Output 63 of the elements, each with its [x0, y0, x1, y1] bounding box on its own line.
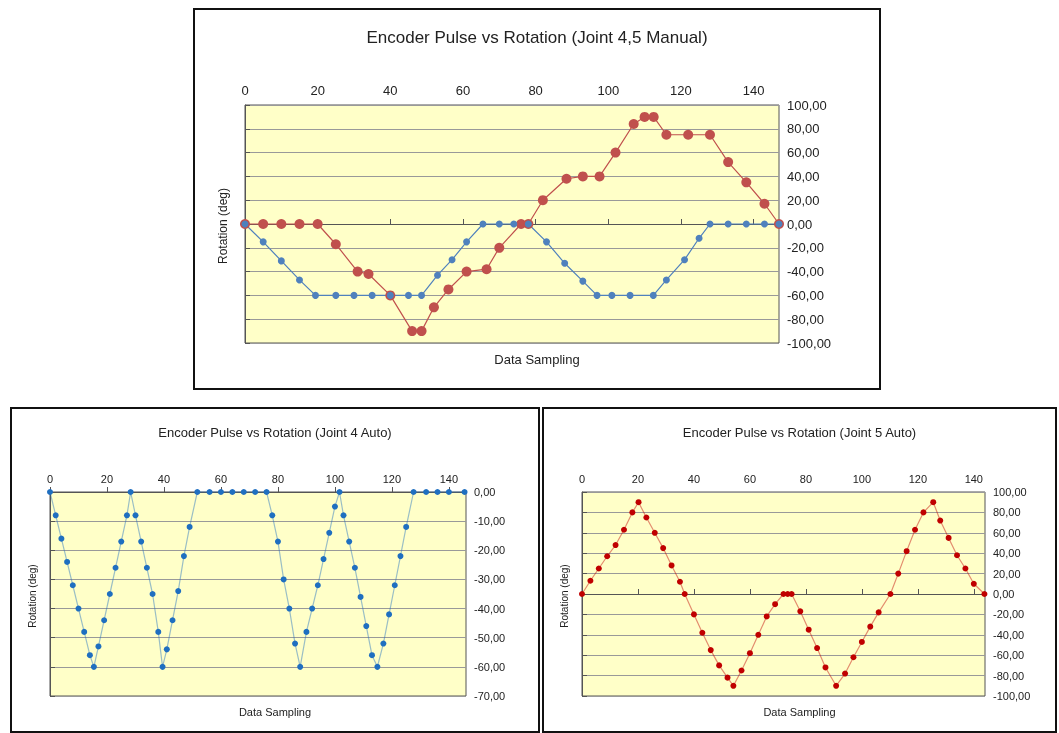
y-tick-label: -100,00	[787, 335, 832, 351]
x-tick-label: 0	[241, 83, 249, 98]
y-tick-label: -10,00	[474, 515, 506, 528]
y-tick-label: -50,00	[474, 631, 506, 644]
x-tick-label: 0	[578, 472, 586, 485]
x-tick-label: 140	[964, 472, 983, 485]
x-tick-label: 40	[157, 472, 171, 485]
y-tick-label: -30,00	[474, 573, 506, 586]
x-tick-label: 40	[383, 83, 398, 98]
y-tick-label: -40,00	[474, 602, 506, 615]
y-tick-label: -20,00	[474, 544, 506, 557]
y-tick-label: -60,00	[787, 287, 824, 303]
y-tick-label: 40,00	[993, 547, 1021, 560]
y-tick-label: -70,00	[474, 690, 506, 702]
x-axis-title: Data Sampling	[494, 352, 580, 367]
y-tick-label: 40,00	[787, 168, 820, 184]
y-tick-label: -100,00	[993, 690, 1031, 702]
x-tick-label: 140	[439, 472, 459, 485]
y-axis-title: Rotation (deg)	[26, 564, 38, 628]
chart-title: Encoder Pulse vs Rotation (Joint 4,5 Manual)	[366, 28, 708, 47]
x-tick-label: 80	[271, 472, 285, 485]
x-axis-title: Data Sampling	[238, 705, 312, 718]
x-tick-label: 120	[670, 83, 692, 98]
x-tick-label: 100	[325, 472, 345, 485]
y-tick-label: -60,00	[474, 660, 506, 673]
x-tick-label: 40	[687, 472, 701, 485]
x-tick-label: 60	[743, 472, 757, 485]
x-tick-label: 100	[597, 83, 620, 98]
y-tick-label: -80,00	[787, 311, 824, 327]
x-tick-label: 120	[908, 472, 928, 485]
y-tick-label: 20,00	[787, 192, 820, 208]
y-tick-label: 0,00	[993, 588, 1015, 600]
y-tick-label: 100,00	[993, 486, 1027, 498]
x-tick-label: 140	[742, 83, 765, 98]
chart-title: Encoder Pulse vs Rotation (Joint 4 Auto)	[158, 425, 392, 440]
x-tick-label: 0	[46, 472, 54, 485]
y-tick-label: 60,00	[993, 526, 1021, 539]
y-tick-label: 100,00	[787, 97, 827, 113]
y-axis-title: Rotation (deg)	[558, 564, 570, 628]
y-tick-label: -80,00	[993, 669, 1025, 682]
x-axis-title: Data Sampling	[763, 705, 836, 718]
x-tick-label: 60	[455, 83, 471, 98]
x-tick-label: 80	[528, 83, 543, 98]
y-tick-label: 60,00	[787, 145, 820, 161]
y-tick-label: 80,00	[993, 506, 1021, 519]
x-tick-label: 60	[214, 472, 228, 485]
y-tick-label: 0,00	[474, 486, 496, 498]
y-tick-label: -40,00	[993, 628, 1025, 641]
chart-title: Encoder Pulse vs Rotation (Joint 5 Auto)	[682, 425, 917, 440]
y-tick-label: -60,00	[993, 649, 1025, 662]
x-tick-label: 120	[382, 472, 402, 485]
x-tick-label: 20	[631, 472, 645, 485]
y-tick-label: 20,00	[993, 567, 1021, 580]
y-tick-label: -20,00	[993, 608, 1025, 621]
x-tick-label: 20	[310, 83, 325, 98]
y-tick-label: -40,00	[787, 264, 824, 280]
x-tick-label: 80	[799, 472, 813, 485]
y-axis-title: Rotation (deg)	[216, 187, 230, 265]
y-tick-label: -20,00	[787, 240, 824, 256]
y-tick-label: 0,00	[787, 216, 813, 232]
x-tick-label: 20	[100, 472, 114, 485]
x-tick-label: 100	[852, 472, 872, 485]
y-tick-label: 80,00	[787, 121, 820, 137]
